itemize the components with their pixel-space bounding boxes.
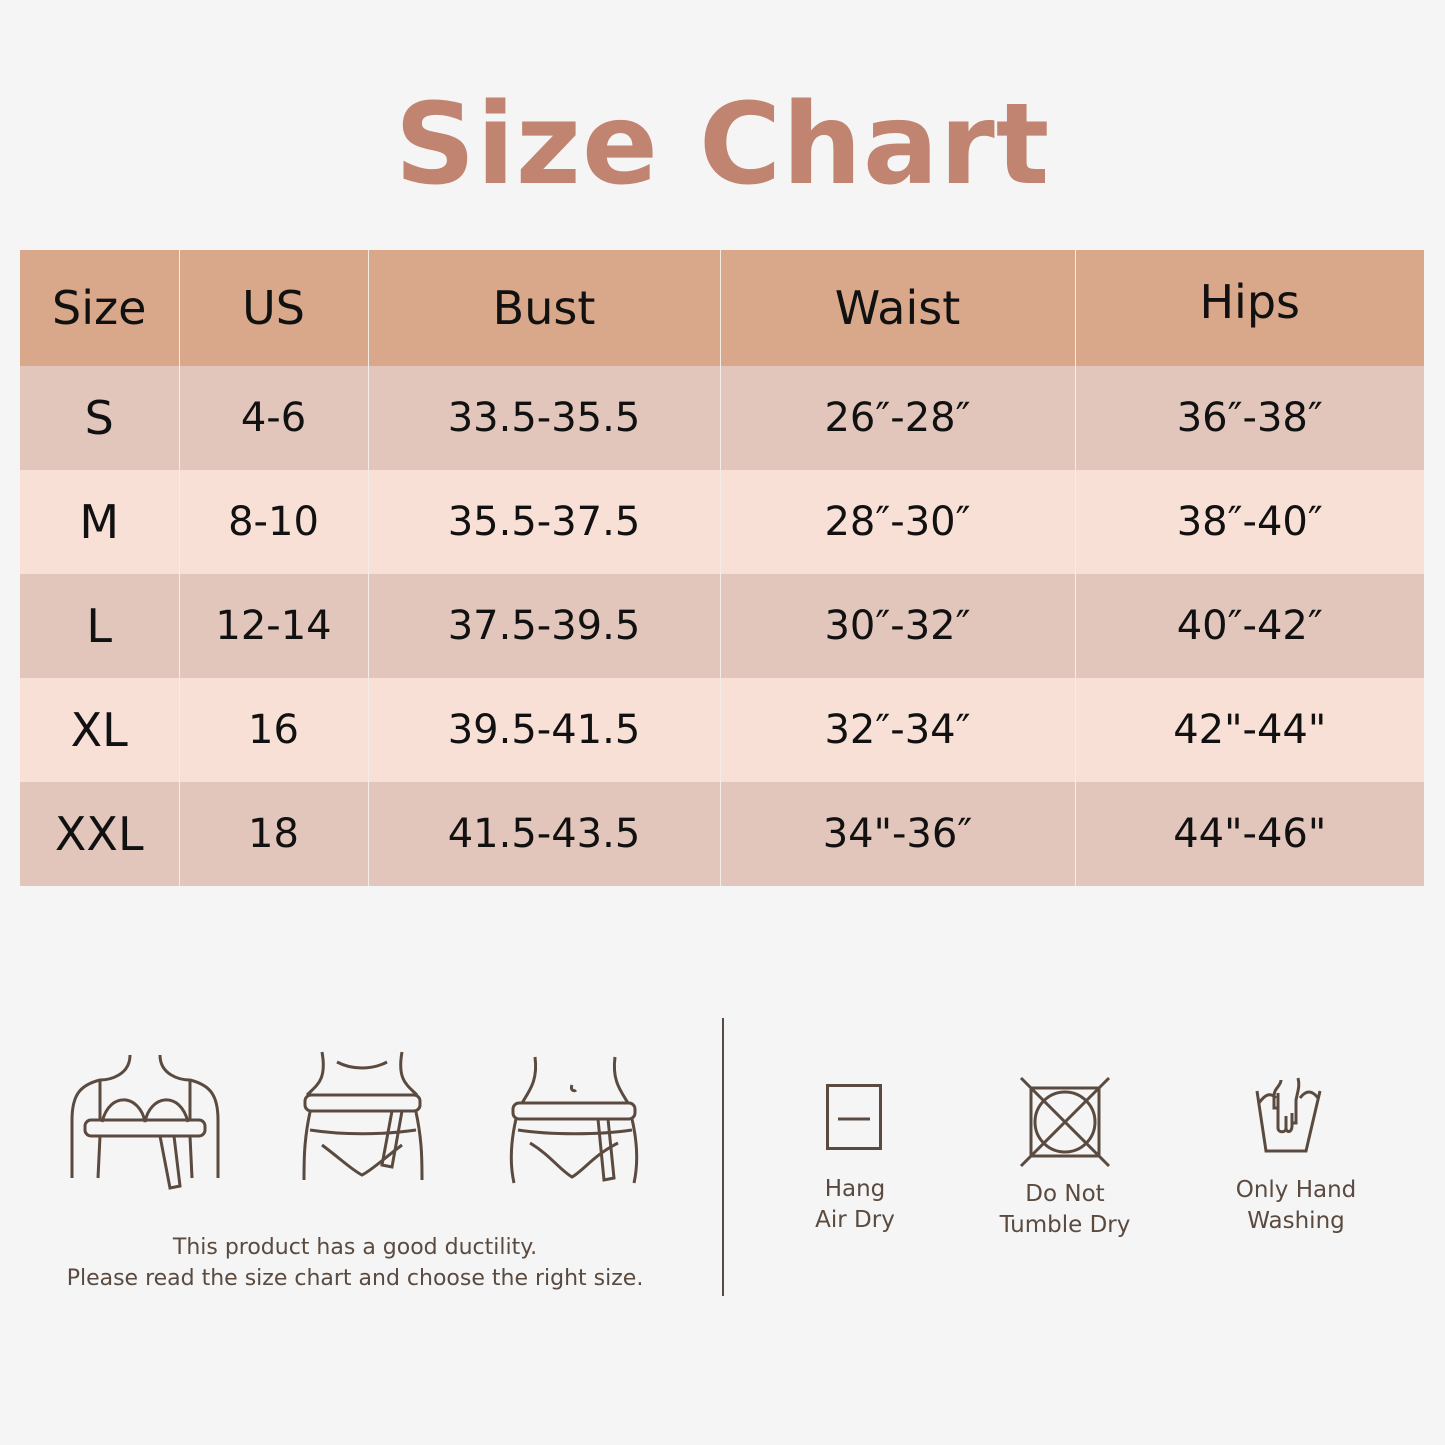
bust-measure-icon — [70, 1054, 220, 1190]
note-line-2: Please read the size chart and choose th… — [66, 1266, 644, 1291]
waist-measure-icon — [302, 1051, 424, 1181]
header-size: Size — [20, 250, 179, 366]
cell-us: 4-6 — [178, 366, 368, 470]
page-title: Size Chart — [394, 80, 1051, 210]
header-waist: Waist — [719, 250, 1075, 366]
size-table: Size US Bust Waist Hips S 4-6 33.5-35.5 … — [20, 250, 1424, 886]
care-label-hang-dry: Hang Air Dry — [755, 1174, 955, 1236]
cell-size: S — [20, 366, 179, 470]
no-tumble-dry-icon — [1019, 1076, 1111, 1168]
table-row: XL 16 39.5-41.5 32″-34″ 42"-44" — [20, 678, 1424, 782]
cell-size: M — [20, 470, 179, 574]
cell-hips: 38″-40″ — [1074, 470, 1424, 574]
cell-waist: 30″-32″ — [719, 574, 1075, 678]
care-line-2: Washing — [1247, 1208, 1345, 1234]
cell-size: L — [20, 574, 179, 678]
header-bust: Bust — [367, 250, 720, 366]
table-row: S 4-6 33.5-35.5 26″-28″ 36″-38″ — [20, 366, 1424, 470]
cell-waist: 32″-34″ — [719, 678, 1075, 782]
hand-wash-icon — [1255, 1077, 1322, 1153]
section-divider — [722, 1018, 724, 1296]
care-line-1: Only Hand — [1235, 1177, 1357, 1203]
cell-bust: 39.5-41.5 — [367, 678, 720, 782]
cell-waist: 28″-30″ — [719, 470, 1075, 574]
table-header-row: Size US Bust Waist Hips — [20, 250, 1424, 366]
hips-measure-icon — [509, 1056, 639, 1184]
cell-bust: 33.5-35.5 — [367, 366, 720, 470]
cell-waist: 26″-28″ — [719, 366, 1075, 470]
care-line-2: Tumble Dry — [999, 1212, 1131, 1238]
note-line-1: This product has a good ductility. — [172, 1235, 538, 1260]
care-line-2: Air Dry — [815, 1207, 895, 1233]
cell-us: 16 — [178, 678, 368, 782]
cell-hips: 36″-38″ — [1074, 366, 1424, 470]
cell-us: 8-10 — [178, 470, 368, 574]
cell-size: XL — [20, 678, 179, 782]
hang-dry-icon — [826, 1084, 882, 1150]
table-row: M 8-10 35.5-37.5 28″-30″ 38″-40″ — [20, 470, 1424, 574]
cell-hips: 44"-46" — [1074, 782, 1424, 886]
care-line-1: Do Not — [1025, 1181, 1105, 1207]
cell-us: 18 — [178, 782, 368, 886]
cell-hips: 42"-44" — [1074, 678, 1424, 782]
table-row: XXL 18 41.5-43.5 34"-36″ 44"-46" — [20, 782, 1424, 886]
cell-hips: 40″-42″ — [1074, 574, 1424, 678]
cell-bust: 41.5-43.5 — [367, 782, 720, 886]
ductility-note: This product has a good ductility. Pleas… — [20, 1232, 690, 1294]
cell-bust: 37.5-39.5 — [367, 574, 720, 678]
table-row: L 12-14 37.5-39.5 30″-32″ 40″-42″ — [20, 574, 1424, 678]
care-line-1: Hang — [824, 1176, 886, 1202]
care-label-hand-wash: Only Hand Washing — [1196, 1175, 1396, 1237]
care-label-no-tumble-dry: Do Not Tumble Dry — [965, 1179, 1165, 1241]
cell-size: XXL — [20, 782, 179, 886]
cell-us: 12-14 — [178, 574, 368, 678]
header-us: US — [178, 250, 368, 366]
header-hips: Hips — [1074, 250, 1424, 366]
cell-bust: 35.5-37.5 — [367, 470, 720, 574]
cell-waist: 34"-36″ — [719, 782, 1075, 886]
